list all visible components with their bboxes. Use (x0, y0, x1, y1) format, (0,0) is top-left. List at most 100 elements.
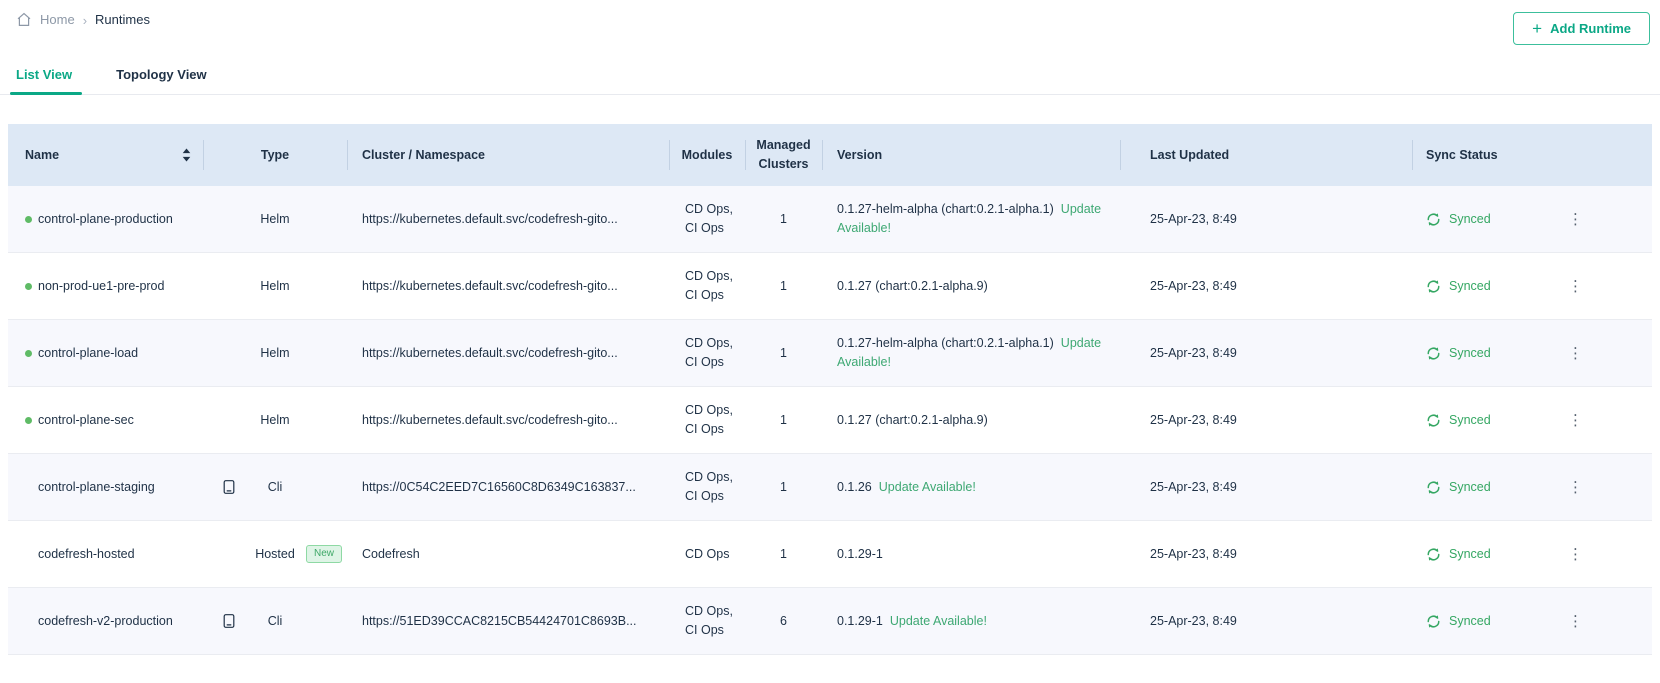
sync-circular-arrows-icon (1426, 547, 1441, 562)
sync-circular-arrows-icon (1426, 212, 1441, 227)
type-cell: Cli (203, 454, 347, 520)
version: 0.1.27-helm-alpha (chart:0.2.1-alpha.1) (837, 336, 1054, 350)
table-row[interactable]: control-plane-sec Helm https://kubernete… (8, 387, 1652, 454)
cluster-namespace: https://kubernetes.default.svc/codefresh… (362, 212, 618, 226)
table-row[interactable]: control-plane-staging Cli https://0C54C2… (8, 454, 1652, 521)
cluster-namespace: https://kubernetes.default.svc/codefresh… (362, 413, 618, 427)
home-icon[interactable] (16, 12, 32, 27)
runtime-type: Helm (260, 279, 290, 293)
name-cell: codefresh-hosted (8, 521, 203, 587)
breadcrumb-home-link[interactable]: Home (40, 12, 75, 27)
cluster-namespace: https://51ED39CCAC8215CB54424701C8693B..… (362, 614, 637, 628)
name-cell: non-prod-ue1-pre-prod (8, 253, 203, 319)
last-updated: 25-Apr-23, 8:49 (1150, 279, 1237, 293)
column-header-cluster-namespace: Cluster / Namespace (347, 124, 669, 186)
tab-topology-view[interactable]: Topology View (116, 67, 207, 82)
name-cell: control-plane-load (8, 320, 203, 386)
name-cell: control-plane-staging (8, 454, 203, 520)
version-cell: 0.1.27 (chart:0.2.1-alpha.9) (822, 253, 1120, 319)
version-cell: 0.1.29-1 (822, 521, 1120, 587)
column-header-name-label: Name (25, 148, 60, 162)
sync-status-label: Synced (1449, 614, 1491, 628)
sync-circular-arrows-icon (1426, 346, 1441, 361)
runtime-name[interactable]: non-prod-ue1-pre-prod (38, 279, 165, 293)
type-cell: Helm (203, 320, 347, 386)
sync-status-cell: Synced (1412, 186, 1560, 252)
table-row[interactable]: control-plane-production Helm https://ku… (8, 186, 1652, 253)
breadcrumb-separator-icon: › (82, 12, 88, 28)
version-cell: 0.1.27 (chart:0.2.1-alpha.9) (822, 387, 1120, 453)
actions-cell: ⋮ (1560, 253, 1652, 319)
actions-cell: ⋮ (1560, 588, 1652, 654)
runtime-type: Helm (260, 346, 290, 360)
actions-cell: ⋮ (1560, 454, 1652, 520)
runtime-type: Helm (260, 413, 290, 427)
top-bar: Home › Runtimes + Add Runtime (0, 0, 1660, 45)
update-available-link[interactable]: Update Available! (878, 479, 976, 494)
sort-arrows-icon[interactable] (182, 148, 191, 162)
new-badge: New (305, 545, 342, 563)
managed-clusters-count: 1 (780, 346, 787, 360)
row-kebab-menu-icon[interactable]: ⋮ (1568, 613, 1583, 630)
column-header-name[interactable]: Name (8, 124, 203, 186)
managed-clusters-count: 1 (780, 547, 787, 561)
health-status-dot-icon (25, 349, 32, 357)
runtime-type: Cli (267, 614, 283, 628)
table-row[interactable]: non-prod-ue1-pre-prod Helm https://kuber… (8, 253, 1652, 320)
version-cell: 0.1.26 Update Available! (822, 454, 1120, 520)
column-header-version: Version (822, 124, 1120, 186)
update-available-link[interactable]: Update Available! (837, 202, 1102, 235)
runtime-name[interactable]: control-plane-sec (38, 413, 134, 427)
tab-list-view[interactable]: List View (9, 56, 83, 95)
row-kebab-menu-icon[interactable]: ⋮ (1568, 211, 1583, 228)
runtime-name[interactable]: control-plane-staging (38, 480, 155, 494)
column-header-sync-status: Sync Status (1412, 124, 1560, 186)
health-status-dot-icon (25, 416, 32, 424)
runtime-name[interactable]: codefresh-hosted (38, 547, 135, 561)
column-header-modules: Modules (669, 124, 745, 186)
last-updated: 25-Apr-23, 8:49 (1150, 547, 1237, 561)
name-cell: control-plane-production (8, 186, 203, 252)
actions-cell: ⋮ (1560, 521, 1652, 587)
row-kebab-menu-icon[interactable]: ⋮ (1568, 345, 1583, 362)
runtime-type: Helm (260, 212, 290, 226)
sync-status-cell: Synced (1412, 588, 1560, 654)
runtime-name[interactable]: codefresh-v2-production (38, 614, 173, 628)
health-status-dot-icon (25, 215, 32, 223)
table-row[interactable]: control-plane-load Helm https://kubernet… (8, 320, 1652, 387)
sync-status-label: Synced (1449, 480, 1491, 494)
actions-cell: ⋮ (1560, 320, 1652, 386)
view-tabs: List View Topology View (0, 56, 1660, 95)
table-row[interactable]: codefresh-hosted Hosted New Codefresh CD… (8, 521, 1652, 588)
modules: CD Ops, CI Ops (685, 269, 733, 302)
health-status-dot-icon (25, 282, 32, 290)
table-row[interactable]: codefresh-v2-production Cli https://51ED… (8, 588, 1652, 655)
runtime-name[interactable]: control-plane-load (38, 346, 139, 360)
runtime-type: Hosted (255, 547, 295, 561)
row-kebab-menu-icon[interactable]: ⋮ (1568, 412, 1583, 429)
sync-circular-arrows-icon (1426, 279, 1441, 294)
version-cell: 0.1.27-helm-alpha (chart:0.2.1-alpha.1) U… (822, 186, 1120, 252)
modules: CD Ops, CI Ops (685, 403, 733, 436)
row-kebab-menu-icon[interactable]: ⋮ (1568, 479, 1583, 496)
row-kebab-menu-icon[interactable]: ⋮ (1568, 546, 1583, 563)
last-updated: 25-Apr-23, 8:49 (1150, 614, 1237, 628)
sync-circular-arrows-icon (1426, 413, 1441, 428)
update-available-link[interactable]: Update Available! (837, 336, 1102, 369)
add-runtime-button[interactable]: + Add Runtime (1513, 12, 1650, 45)
managed-clusters-count: 1 (780, 212, 787, 226)
runtime-name[interactable]: control-plane-production (38, 212, 173, 226)
update-available-link[interactable]: Update Available! (889, 613, 987, 628)
modules: CD Ops, CI Ops (685, 202, 733, 235)
sync-status-label: Synced (1449, 346, 1491, 360)
table-body: control-plane-production Helm https://ku… (8, 186, 1652, 655)
row-kebab-menu-icon[interactable]: ⋮ (1568, 278, 1583, 295)
breadcrumb-current: Runtimes (95, 12, 150, 27)
column-header-type: Type (203, 124, 347, 186)
breadcrumb: Home › Runtimes (16, 12, 150, 27)
version-cell: 0.1.29-1 Update Available! (822, 588, 1120, 654)
cluster-namespace: https://kubernetes.default.svc/codefresh… (362, 279, 618, 293)
managed-clusters-count: 1 (780, 413, 787, 427)
sync-status-cell: Synced (1412, 521, 1560, 587)
runtimes-page: Home › Runtimes + Add Runtime List View … (0, 0, 1660, 655)
